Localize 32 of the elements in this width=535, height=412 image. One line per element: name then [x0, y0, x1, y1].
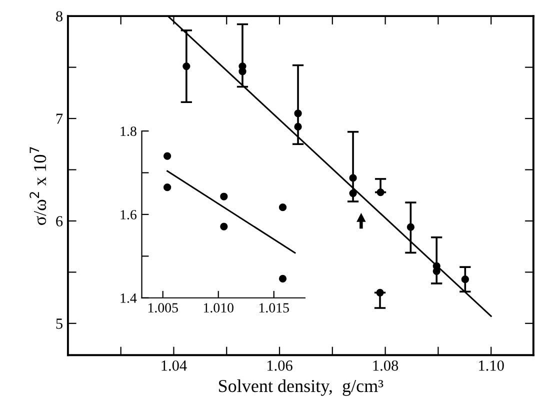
- x-tick-label: 1.005: [148, 303, 178, 313]
- point: [182, 62, 190, 70]
- point: [461, 276, 469, 284]
- point: [294, 122, 302, 131]
- point: [376, 288, 384, 296]
- point: [163, 184, 172, 192]
- x-tick-label: 1.04: [162, 360, 187, 371]
- y-tick-label: 7: [56, 114, 63, 124]
- point: [220, 192, 228, 200]
- y-tick-label: 5: [56, 318, 62, 329]
- point: [376, 188, 384, 196]
- x-tick-label: 1.10: [479, 360, 504, 371]
- x-axis-title: Solvent density, g/cm³: [219, 379, 384, 396]
- point: [406, 223, 415, 231]
- y-tick-label: 8: [56, 11, 62, 22]
- point: [294, 110, 302, 118]
- y-axis-title: σ/ω$^{2}$ x 10$^{7}$: [30, 147, 46, 225]
- point: [238, 68, 246, 76]
- point: [349, 174, 357, 182]
- point: [163, 152, 172, 160]
- y-tick-label: 6: [56, 216, 63, 226]
- x-tick-label: 1.010: [204, 303, 234, 313]
- x-tick-label: 1.015: [259, 303, 289, 313]
- point: [220, 222, 228, 230]
- y-tick-label: 1.8: [120, 126, 136, 136]
- point: [278, 274, 287, 283]
- x-tick-label: 1.06: [267, 360, 292, 371]
- x-tick-label: 1.08: [373, 360, 398, 371]
- point: [349, 189, 357, 198]
- point: [278, 204, 287, 212]
- y-tick-label: 1.4: [120, 294, 137, 303]
- y-tick-label: 1.6: [120, 210, 136, 220]
